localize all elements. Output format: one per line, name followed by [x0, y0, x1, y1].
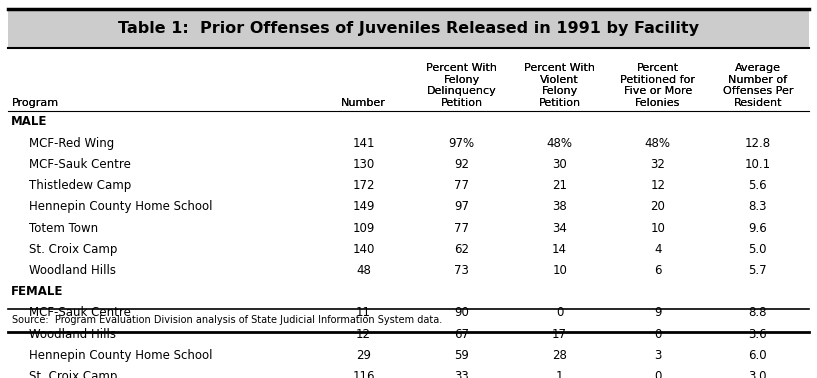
Text: 30: 30 [552, 158, 567, 171]
Text: 0: 0 [556, 307, 564, 319]
Text: Program: Program [12, 98, 60, 108]
Text: 3.6: 3.6 [748, 328, 767, 341]
Text: 48%: 48% [547, 136, 573, 150]
Text: 0: 0 [654, 370, 662, 378]
Text: 10: 10 [552, 264, 567, 277]
Text: MCF-Red Wing: MCF-Red Wing [29, 136, 114, 150]
Text: 73: 73 [454, 264, 469, 277]
Text: Average
Number of
Offenses Per
Resident: Average Number of Offenses Per Resident [722, 63, 793, 108]
Text: 5.7: 5.7 [748, 264, 767, 277]
Text: 4: 4 [654, 243, 662, 256]
Text: 20: 20 [650, 200, 665, 213]
Text: 77: 77 [454, 222, 469, 234]
Text: 8.8: 8.8 [748, 307, 767, 319]
Text: Hennepin County Home School: Hennepin County Home School [29, 349, 212, 362]
Text: 14: 14 [552, 243, 567, 256]
Text: 97: 97 [454, 200, 469, 213]
Text: Woodland Hills: Woodland Hills [29, 264, 115, 277]
Text: 90: 90 [454, 307, 469, 319]
Text: 17: 17 [552, 328, 567, 341]
Text: Source:  Program Evaluation Division analysis of State Judicial Information Syst: Source: Program Evaluation Division anal… [12, 316, 443, 325]
Text: 6.0: 6.0 [748, 349, 767, 362]
Text: St. Croix Camp: St. Croix Camp [29, 243, 117, 256]
Text: Woodland Hills: Woodland Hills [29, 328, 115, 341]
Text: 116: 116 [352, 370, 375, 378]
Text: 1: 1 [556, 370, 564, 378]
Text: 67: 67 [454, 328, 469, 341]
Text: Program: Program [12, 98, 60, 108]
Text: Totem Town: Totem Town [29, 222, 98, 234]
Text: 28: 28 [552, 349, 567, 362]
Text: 48: 48 [356, 264, 371, 277]
Text: 29: 29 [356, 349, 371, 362]
Text: 6: 6 [654, 264, 662, 277]
Text: 149: 149 [352, 200, 375, 213]
Text: 12: 12 [650, 179, 665, 192]
Text: 11: 11 [356, 307, 371, 319]
Text: 59: 59 [454, 349, 469, 362]
Text: Percent With
Violent
Felony
Petition: Percent With Violent Felony Petition [525, 63, 595, 108]
Text: 140: 140 [352, 243, 375, 256]
Text: 9: 9 [654, 307, 662, 319]
Text: MCF-Sauk Centre: MCF-Sauk Centre [29, 158, 131, 171]
Text: 8.3: 8.3 [748, 200, 767, 213]
Text: Hennepin County Home School: Hennepin County Home School [29, 200, 212, 213]
Text: 12.8: 12.8 [745, 136, 770, 150]
Text: 0: 0 [654, 328, 662, 341]
Text: 3: 3 [654, 349, 662, 362]
Text: MALE: MALE [11, 115, 47, 129]
Text: 92: 92 [454, 158, 469, 171]
Text: 34: 34 [552, 222, 567, 234]
Text: St. Croix Camp: St. Croix Camp [29, 370, 117, 378]
Text: 97%: 97% [449, 136, 475, 150]
Text: 33: 33 [454, 370, 469, 378]
Text: Number: Number [342, 98, 386, 108]
Text: Percent With
Felony
Delinquency
Petition: Percent With Felony Delinquency Petition [426, 63, 497, 108]
Text: 38: 38 [552, 200, 567, 213]
Text: 21: 21 [552, 179, 567, 192]
Text: Table 1:  Prior Offenses of Juveniles Released in 1991 by Facility: Table 1: Prior Offenses of Juveniles Rel… [118, 21, 699, 36]
Text: 12: 12 [356, 328, 371, 341]
Text: Percent With
Felony
Delinquency
Petition: Percent With Felony Delinquency Petition [426, 63, 497, 108]
Text: Thistledew Camp: Thistledew Camp [29, 179, 131, 192]
Text: 10.1: 10.1 [745, 158, 770, 171]
Text: 109: 109 [352, 222, 375, 234]
Text: 9.6: 9.6 [748, 222, 767, 234]
Bar [8, 9, 809, 48]
Text: 130: 130 [352, 158, 375, 171]
Text: 3.0: 3.0 [748, 370, 767, 378]
Text: Percent With
Violent
Felony
Petition: Percent With Violent Felony Petition [525, 63, 595, 108]
Text: 141: 141 [352, 136, 375, 150]
Text: 10: 10 [650, 222, 665, 234]
Text: 77: 77 [454, 179, 469, 192]
Text: Number: Number [342, 98, 386, 108]
Text: 62: 62 [454, 243, 469, 256]
Text: 32: 32 [650, 158, 665, 171]
Text: 48%: 48% [645, 136, 671, 150]
Text: Average
Number of
Offenses Per
Resident: Average Number of Offenses Per Resident [722, 63, 793, 108]
Text: FEMALE: FEMALE [11, 285, 63, 298]
Text: Percent
Petitioned for
Five or More
Felonies: Percent Petitioned for Five or More Felo… [620, 63, 695, 108]
Text: Percent
Petitioned for
Five or More
Felonies: Percent Petitioned for Five or More Felo… [620, 63, 695, 108]
Text: 5.6: 5.6 [748, 179, 767, 192]
Text: MCF-Sauk Centre: MCF-Sauk Centre [29, 307, 131, 319]
Text: 5.0: 5.0 [748, 243, 767, 256]
Text: 172: 172 [352, 179, 375, 192]
